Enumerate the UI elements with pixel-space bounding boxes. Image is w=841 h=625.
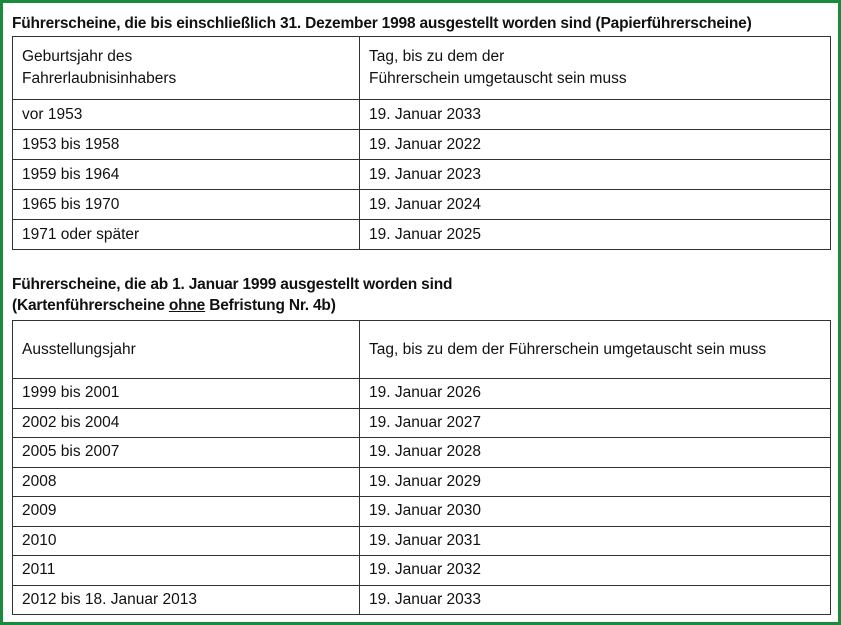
table-row: 1971 oder später 19. Januar 2025 [12, 219, 831, 250]
cell-deadline: 19. Januar 2033 [359, 584, 831, 615]
cell-deadline: 19. Januar 2022 [359, 129, 831, 160]
cell-year: 2008 [12, 466, 360, 497]
cell-deadline: 19. Januar 2029 [359, 466, 831, 497]
table-paper-licences: Geburtsjahr des Fahrerlaubnisinhabers Tag… [12, 36, 831, 250]
cell-deadline: 19. Januar 2023 [359, 159, 831, 190]
table-row: 1953 bis 1958 19. Januar 2022 [12, 129, 831, 160]
table-row: 2011 19. Januar 2032 [12, 555, 831, 586]
cell-year: 1965 bis 1970 [12, 189, 360, 220]
table-row: vor 1953 19. Januar 2033 [12, 99, 831, 130]
cell-year: 1959 bis 1964 [12, 159, 360, 190]
table-row: 1959 bis 1964 19. Januar 2023 [12, 159, 831, 190]
cell-year: 2005 bis 2007 [12, 437, 360, 468]
cell-deadline: 19. Januar 2032 [359, 555, 831, 586]
header-deadline: Tag, bis zu dem der Führerschein umgetaus… [359, 36, 831, 100]
cell-deadline: 19. Januar 2026 [359, 378, 831, 409]
table-header-row: Ausstellungsjahr Tag, bis zu dem der Füh… [12, 320, 831, 379]
table-row: 2008 19. Januar 2029 [12, 466, 831, 497]
title-text: Befristung Nr. 4b) [205, 297, 336, 314]
header-birth-year: Geburtsjahr des Fahrerlaubnisinhabers [12, 36, 360, 100]
cell-year: 2002 bis 2004 [12, 407, 360, 438]
cell-deadline: 19. Januar 2033 [359, 99, 831, 130]
table-row: 2002 bis 2004 19. Januar 2027 [12, 407, 831, 438]
table-row: 2009 19. Januar 2030 [12, 496, 831, 527]
section2-title-line1: Führerscheine, die ab 1. Januar 1999 aus… [12, 276, 453, 293]
table-row: 2010 19. Januar 2031 [12, 525, 831, 556]
cell-year: 2009 [12, 496, 360, 527]
cell-year: 1971 oder später [12, 219, 360, 250]
table-row: 2012 bis 18. Januar 2013 19. Januar 2033 [12, 584, 831, 615]
table-row: 1999 bis 2001 19. Januar 2026 [12, 378, 831, 409]
cell-deadline: 19. Januar 2031 [359, 525, 831, 556]
cell-deadline: 19. Januar 2028 [359, 437, 831, 468]
cell-year: vor 1953 [12, 99, 360, 130]
cell-year: 2011 [12, 555, 360, 586]
table-row: 1965 bis 1970 19. Januar 2024 [12, 189, 831, 220]
header-deadline: Tag, bis zu dem der Führerschein umgetau… [359, 320, 831, 379]
section2-title-line2: (Kartenführerscheine ohne Befristung Nr.… [12, 297, 336, 315]
cell-year: 2012 bis 18. Januar 2013 [12, 584, 360, 615]
cell-deadline: 19. Januar 2025 [359, 219, 831, 250]
header-issue-year: Ausstellungsjahr [12, 320, 360, 379]
table-header-row: Geburtsjahr des Fahrerlaubnisinhabers Tag… [12, 36, 831, 100]
cell-deadline: 19. Januar 2024 [359, 189, 831, 220]
title-text: (Kartenführerscheine [12, 297, 169, 314]
cell-year: 1953 bis 1958 [12, 129, 360, 160]
section1-title: Führerscheine, die bis einschließlich 31… [12, 15, 752, 32]
table-row: 2005 bis 2007 19. Januar 2028 [12, 437, 831, 468]
cell-year: 1999 bis 2001 [12, 378, 360, 409]
cell-year: 2010 [12, 525, 360, 556]
cell-deadline: 19. Januar 2030 [359, 496, 831, 527]
cell-deadline: 19. Januar 2027 [359, 407, 831, 438]
table-card-licences: Ausstellungsjahr Tag, bis zu dem der Füh… [12, 320, 831, 615]
title-underlined-word: ohne [168, 297, 206, 314]
